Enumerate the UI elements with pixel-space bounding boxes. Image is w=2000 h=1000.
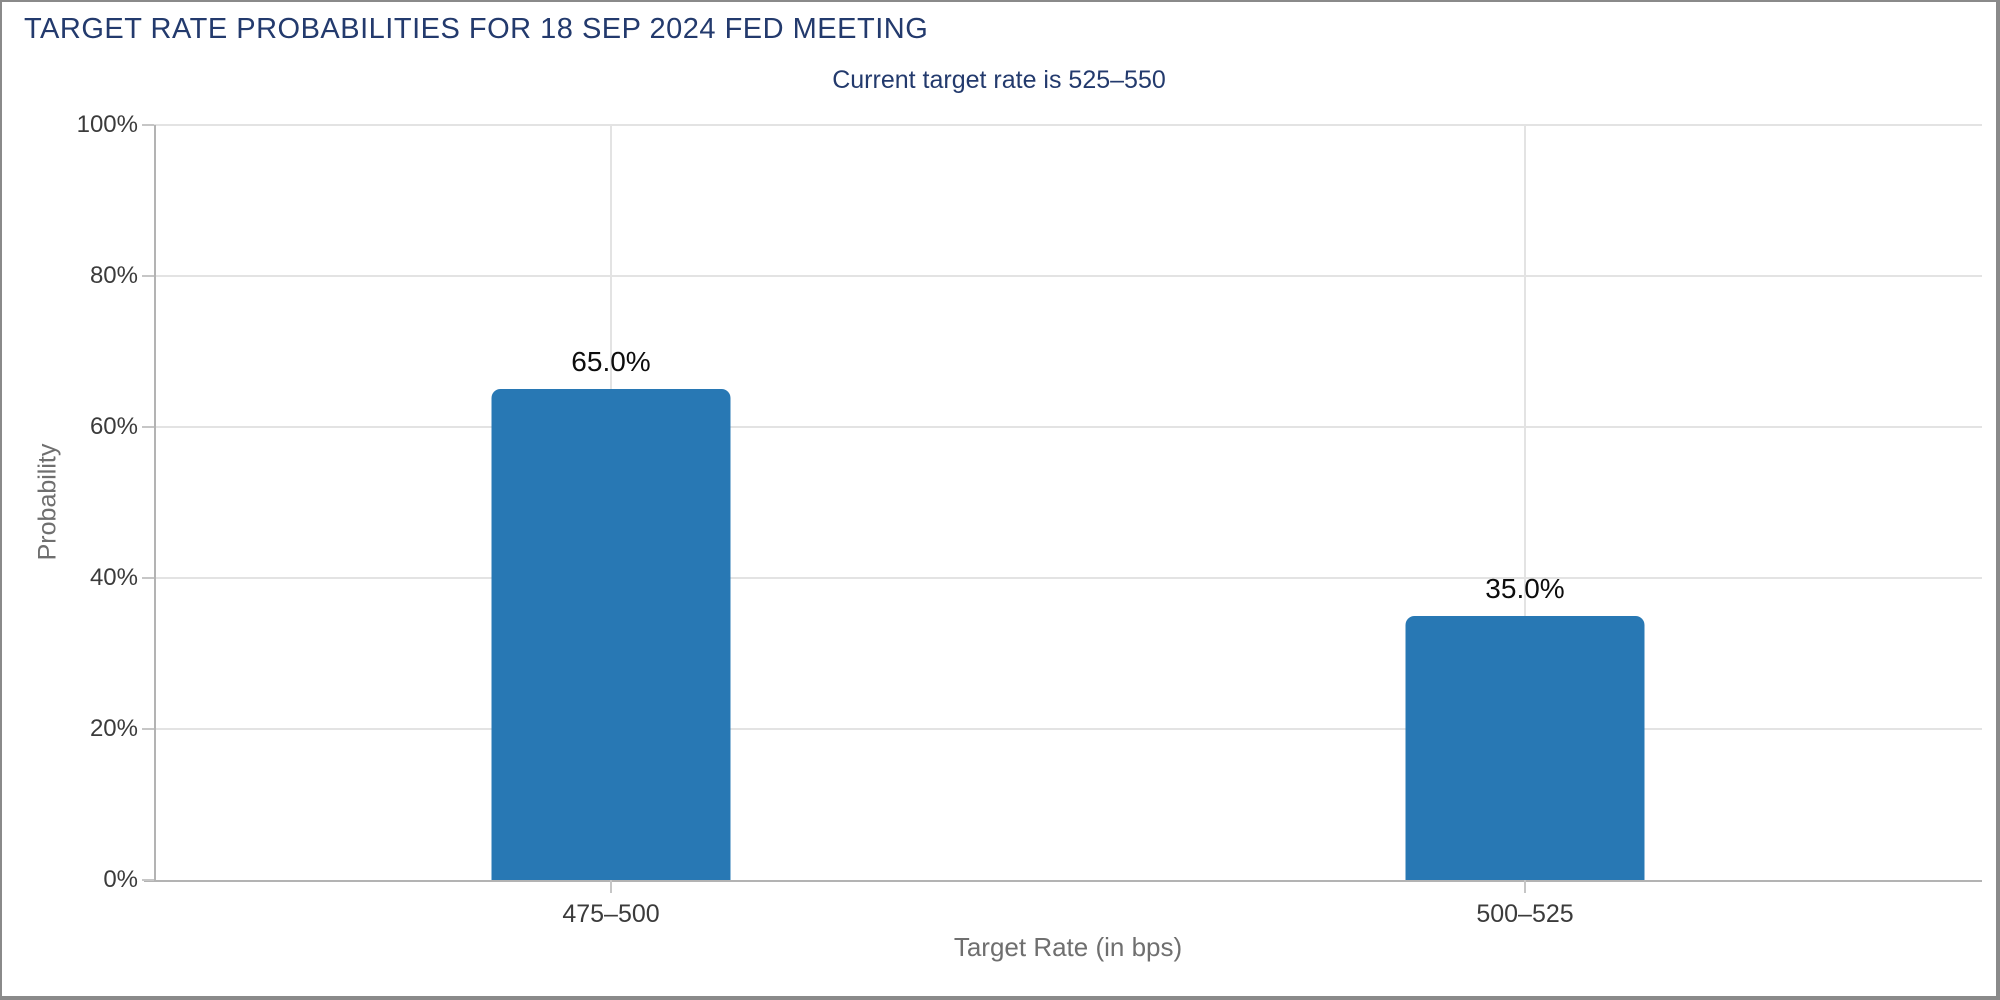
bar-value-label: 65.0% — [571, 346, 651, 378]
y-tick-mark — [142, 124, 154, 126]
y-tick-mark — [142, 275, 154, 277]
y-tick-label: 0% — [103, 866, 138, 893]
y-axis-line — [154, 125, 156, 880]
y-tick-label: 20% — [89, 715, 138, 742]
category-gridline — [1524, 125, 1526, 880]
y-gridline — [154, 124, 1982, 126]
probability-bar[interactable] — [491, 389, 731, 880]
y-tick-label: 100% — [76, 111, 138, 138]
y-tick-mark — [142, 728, 154, 730]
x-tick-label: 500–525 — [1476, 900, 1574, 928]
y-tick-mark — [142, 879, 154, 881]
y-gridline — [154, 728, 1982, 730]
x-axis-title: Target Rate (in bps) — [953, 932, 1183, 962]
bar-value-label: 35.0% — [1485, 572, 1565, 604]
y-tick-mark — [142, 426, 154, 428]
y-tick-mark — [142, 577, 154, 579]
y-axis-title: Probability — [33, 443, 62, 561]
chart-title: TARGET RATE PROBABILITIES FOR 18 SEP 202… — [24, 13, 929, 45]
y-tick-label: 80% — [89, 262, 138, 289]
chart-subtitle: Current target rate is 525–550 — [832, 66, 1166, 94]
y-gridline — [154, 275, 1982, 277]
y-tick-label: 60% — [89, 413, 138, 440]
x-tick-mark — [1524, 880, 1526, 893]
x-tick-label: 475–500 — [562, 900, 660, 928]
x-axis-line — [144, 880, 1982, 882]
x-tick-mark — [610, 880, 612, 893]
probability-bar[interactable] — [1405, 615, 1645, 880]
y-gridline — [154, 426, 1982, 428]
y-tick-label: 40% — [89, 564, 138, 591]
plot-area: 0% 20% 40% 60% 80% 100% 65.0% 475–500 35.0% 500–5… — [77, 111, 1982, 928]
y-gridline — [154, 577, 1982, 579]
